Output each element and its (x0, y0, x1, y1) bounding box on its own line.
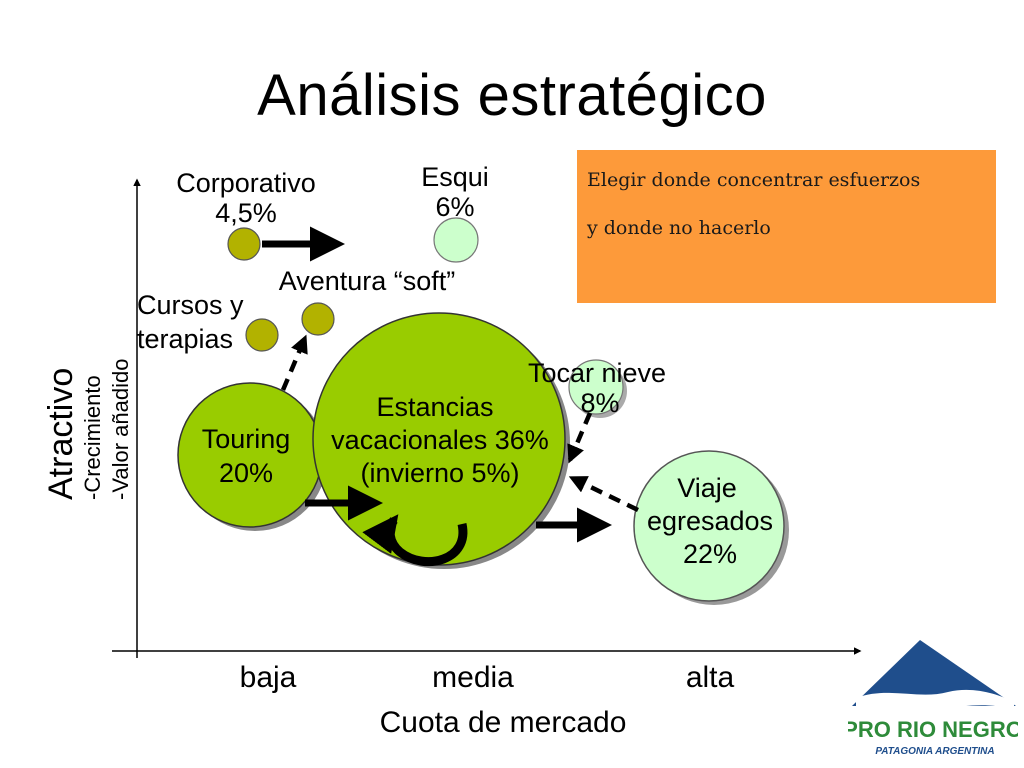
esqui-pct: 6% (435, 192, 474, 222)
dashed-arrow-touring-aventura (280, 334, 308, 391)
slide-title: Análisis estratégico (257, 63, 767, 128)
x-tick-baja: baja (240, 661, 297, 694)
x-axis-label: Cuota de mercado (380, 706, 627, 739)
touring-name: Touring (202, 424, 291, 454)
estancias-line-2: vacacionales 36% (331, 425, 549, 455)
corporativo-bubble (227, 227, 261, 261)
y-axis-sublabel-1: -Crecimiento (80, 375, 105, 500)
dashed-arrow-viaje-estancias (568, 475, 639, 513)
x-tick-alta: alta (686, 661, 735, 694)
viaje-bubble (633, 450, 785, 602)
logo-river (856, 689, 1014, 710)
corporativo-pct: 4,5% (215, 198, 277, 228)
cursos-line-1: Cursos y (137, 290, 244, 320)
note-line-2: y donde no hacerlo (587, 217, 771, 239)
tocar-name: Tocar nieve (528, 358, 666, 388)
tocar-bubble (568, 359, 624, 415)
aventura-name: Aventura “soft” (279, 266, 456, 296)
aventura-bubble (301, 302, 335, 336)
y-axis-sublabel-2: -Valor añadido (108, 359, 133, 500)
cycle-arrow (362, 514, 468, 567)
esqui-name: Esqui (421, 162, 489, 192)
logo-title: PRO RIO NEGRO (848, 717, 1018, 742)
logo-mountain (852, 640, 1016, 706)
note-line-1: Elegir donde concentrar esfuerzos (587, 169, 921, 191)
touring-pct: 20% (219, 458, 273, 488)
pro-rio-negro-logo: PRO RIO NEGRO PATAGONIA ARGENTINA (848, 640, 1018, 757)
viaje-line-3: 22% (683, 539, 737, 569)
estancias-line-1: Estancias (376, 392, 493, 422)
note-text: Elegir donde concentrar esfuerzos y dond… (587, 156, 987, 252)
esqui-bubble (433, 217, 479, 263)
touring-bubble (177, 382, 323, 528)
tocar-pct: 8% (580, 388, 619, 418)
logo-subtitle: PATAGONIA ARGENTINA (875, 746, 994, 757)
y-axis-label: Atractivo (42, 368, 80, 500)
viaje-line-2: egresados (647, 506, 773, 536)
cursos-bubble (245, 318, 279, 352)
corporativo-name: Corporativo (176, 168, 316, 198)
dashed-arrow-tocar-estancias (567, 412, 593, 464)
cursos-line-2: terapias (137, 324, 233, 354)
x-tick-media: media (432, 661, 514, 694)
estancias-line-3: (invierno 5%) (360, 458, 519, 488)
note-box: Elegir donde concentrar esfuerzos y dond… (577, 150, 996, 303)
viaje-line-1: Viaje (677, 473, 737, 503)
